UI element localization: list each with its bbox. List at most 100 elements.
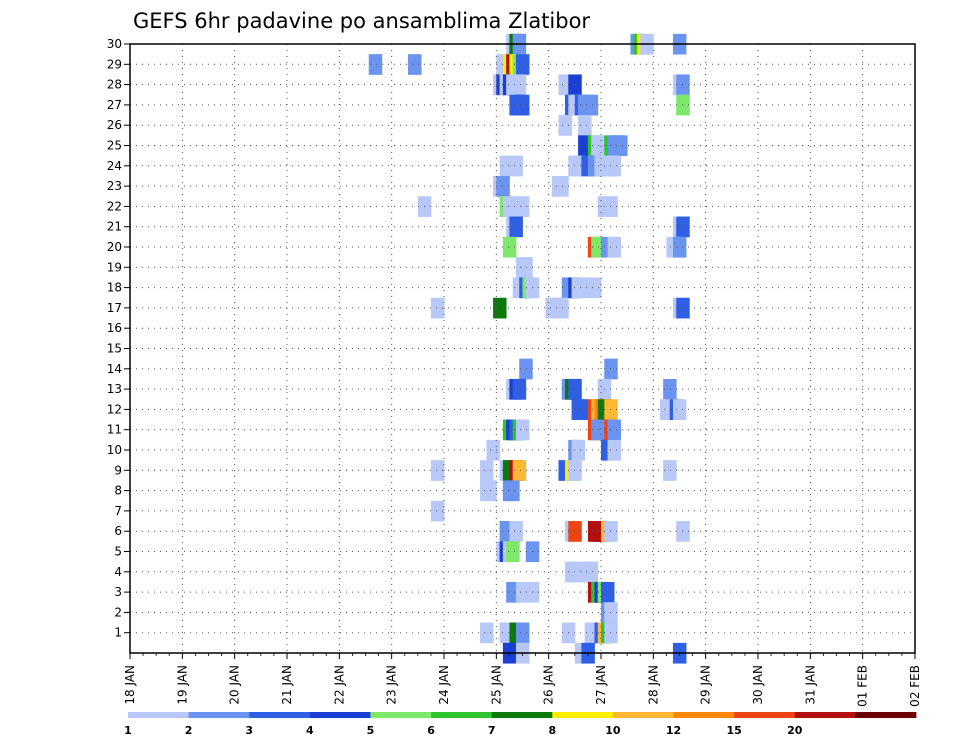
y-tick-label: 12 bbox=[107, 402, 122, 416]
colorbar: 1 2 3 4 5 6 7 8 10 12 15 20 bbox=[124, 712, 917, 737]
y-tick-label: 30 bbox=[107, 37, 122, 51]
y-tick-label: 8 bbox=[114, 484, 122, 498]
heatmap-cell bbox=[591, 419, 605, 441]
y-tick-label: 11 bbox=[107, 423, 122, 437]
heatmap-cell bbox=[509, 216, 523, 238]
y-tick-label: 3 bbox=[114, 585, 122, 599]
colorbar-tick-label: 1 bbox=[124, 724, 132, 737]
heatmap-cell bbox=[568, 378, 582, 400]
heatmap-cell bbox=[591, 135, 605, 157]
heatmap-cell bbox=[515, 196, 530, 217]
y-tick-label: 6 bbox=[114, 524, 122, 538]
colorbar-tick-label: 5 bbox=[367, 724, 375, 737]
y-tick-label: 1 bbox=[114, 626, 122, 640]
heatmap-cell bbox=[496, 175, 510, 197]
heatmap-cell bbox=[515, 94, 530, 116]
colorbar-swatch bbox=[794, 712, 856, 718]
heatmap-cell bbox=[584, 561, 599, 583]
heatmap-cell bbox=[604, 602, 618, 623]
colorbar-swatch bbox=[128, 712, 190, 718]
heatmap-cell bbox=[614, 135, 628, 157]
colorbar-swatch bbox=[734, 712, 796, 718]
heatmap-cell bbox=[512, 460, 527, 481]
plot-frame bbox=[129, 43, 916, 654]
heatmap-cell bbox=[604, 358, 618, 380]
heatmap-cell bbox=[408, 54, 422, 75]
heatmap-cell bbox=[483, 480, 497, 502]
heatmap-cell bbox=[574, 399, 589, 420]
colorbar-tick-label: 8 bbox=[548, 724, 556, 737]
y-tick-label: 20 bbox=[107, 240, 122, 254]
heatmap-cell bbox=[509, 155, 523, 177]
heatmap-cell bbox=[607, 439, 622, 461]
heatmap-cell bbox=[587, 277, 602, 299]
x-tick-label: 20 JAN bbox=[228, 665, 242, 705]
colorbar-tick-label: 20 bbox=[787, 724, 803, 737]
heatmap-cell bbox=[512, 74, 527, 96]
colorbar-tick-label: 7 bbox=[488, 724, 496, 737]
heatmap-cell bbox=[601, 581, 615, 603]
x-axis: 18 JAN 19 JAN 20 JAN 21 JAN 22 JAN 23 JAN 24 J… bbox=[123, 653, 922, 707]
heatmap-cell bbox=[604, 622, 618, 644]
heatmap-cell bbox=[604, 399, 618, 420]
heatmap-cell bbox=[486, 439, 500, 461]
y-tick-label: 5 bbox=[114, 545, 122, 559]
colorbar-swatch bbox=[491, 712, 553, 718]
heatmap-cell bbox=[607, 419, 622, 441]
y-tick-label: 13 bbox=[107, 382, 122, 396]
y-tick-label: 9 bbox=[114, 463, 122, 477]
colorbar-swatch bbox=[855, 712, 917, 718]
y-tick-label: 27 bbox=[107, 98, 122, 112]
colorbar-swatch bbox=[188, 712, 250, 718]
heatmap-cell bbox=[584, 94, 599, 116]
colorbar-swatch bbox=[673, 712, 735, 718]
heatmap-cell bbox=[568, 460, 582, 481]
heatmap-cell bbox=[509, 521, 523, 542]
colorbar-tick-label: 15 bbox=[726, 724, 741, 737]
x-tick-label: 31 JAN bbox=[803, 665, 817, 705]
heatmap-cell bbox=[604, 196, 618, 217]
colorbar-tick-label: 4 bbox=[306, 724, 314, 737]
heatmap-cell bbox=[568, 561, 582, 583]
heatmap-cell bbox=[578, 115, 592, 136]
y-tick-label: 26 bbox=[107, 118, 122, 132]
y-tick-label: 2 bbox=[114, 605, 122, 619]
heatmap-cell bbox=[574, 277, 589, 299]
heatmap-cell bbox=[607, 236, 622, 258]
heatmap-cell bbox=[558, 115, 572, 136]
heatmap-cell bbox=[430, 297, 445, 319]
heatmap-cell bbox=[555, 175, 569, 197]
y-tick-label: 4 bbox=[114, 565, 122, 579]
y-tick-label: 22 bbox=[107, 199, 122, 213]
heatmap-cell bbox=[479, 622, 494, 644]
y-tick-label: 19 bbox=[107, 260, 122, 274]
heatmap-cell bbox=[663, 378, 677, 400]
y-tick-label: 16 bbox=[107, 321, 122, 335]
heatmap-cell bbox=[430, 460, 445, 481]
heatmap-cell bbox=[515, 54, 530, 75]
chart-title: GEFS 6hr padavine po ansamblima Zlatibor bbox=[133, 9, 590, 33]
x-tick-label: 21 JAN bbox=[280, 665, 294, 705]
heatmap-cell bbox=[663, 460, 677, 481]
y-tick-label: 29 bbox=[107, 57, 122, 71]
y-tick-label: 15 bbox=[107, 342, 122, 356]
heatmap-cell bbox=[430, 500, 445, 522]
x-tick-label: 23 JAN bbox=[385, 665, 399, 705]
heatmap-cell bbox=[515, 419, 530, 441]
heatmap-cells bbox=[368, 33, 690, 664]
heatmap-cell bbox=[604, 521, 618, 542]
colorbar-tick-label: 3 bbox=[245, 724, 253, 737]
x-tick-label: 19 JAN bbox=[175, 665, 189, 705]
x-tick-label: 29 JAN bbox=[699, 665, 713, 705]
colorbar-tick-label: 12 bbox=[666, 724, 681, 737]
heatmap-cell bbox=[607, 155, 622, 177]
colorbar-swatch bbox=[370, 712, 432, 718]
gridlines bbox=[130, 43, 915, 653]
x-tick-label: 28 JAN bbox=[646, 665, 660, 705]
y-tick-label: 25 bbox=[107, 139, 122, 153]
x-tick-label: 22 JAN bbox=[332, 665, 346, 705]
colorbar-swatch bbox=[309, 712, 371, 718]
y-tick-label: 10 bbox=[107, 443, 122, 457]
x-tick-label: 01 FEB bbox=[856, 665, 870, 707]
